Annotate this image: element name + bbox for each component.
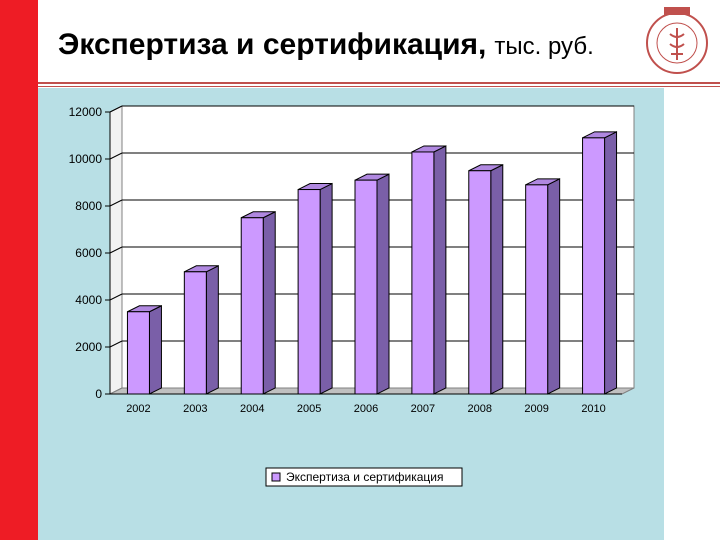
legend-box	[265, 467, 463, 487]
y-tick-label: 12000	[69, 105, 103, 119]
legend-label: Экспертиза и сертификация	[286, 470, 443, 484]
y-tick-label: 6000	[75, 246, 102, 260]
bar	[468, 170, 492, 395]
x-tick-label: 2006	[354, 403, 378, 415]
y-tick-label: 8000	[75, 199, 102, 213]
bar-side	[490, 163, 504, 395]
bar-side	[319, 182, 333, 395]
bar-side	[547, 178, 561, 395]
gridline-diagonal	[109, 105, 123, 113]
slide-title: Экспертиза и сертификация, тыс. руб.	[58, 28, 594, 62]
legend-swatch	[271, 472, 281, 482]
x-tick-label: 2008	[468, 403, 492, 415]
gridline-diagonal	[109, 199, 123, 207]
bar-side	[205, 264, 219, 395]
title-rule-bottom	[38, 86, 720, 87]
x-tick-label: 2010	[581, 403, 605, 415]
bar-side	[604, 131, 618, 395]
gridline-diagonal	[109, 340, 123, 348]
x-tick-label: 2004	[240, 403, 264, 415]
y-tick-label: 4000	[75, 293, 102, 307]
title-rule-top	[38, 82, 720, 84]
slide-title-text: Экспертиза и сертификация,	[58, 28, 487, 61]
bar	[240, 217, 264, 395]
side-accent-bar	[0, 0, 38, 540]
bar	[582, 137, 606, 395]
x-tick-label: 2007	[411, 403, 435, 415]
bar-side	[148, 304, 162, 395]
bar	[297, 189, 321, 395]
x-tick-label: 2009	[524, 403, 548, 415]
gridline-diagonal	[109, 152, 123, 160]
bar-side	[433, 145, 447, 395]
gridline-diagonal	[109, 246, 123, 254]
chamber-of-commerce-emblem-icon	[646, 7, 708, 74]
bar	[183, 271, 207, 395]
bar-chart: 0 2000 4000 6000 8000 10000 12000 2002 2003 2004 2…	[69, 105, 635, 487]
y-tick-label: 10000	[69, 152, 103, 166]
x-tick-label: 2003	[183, 403, 207, 415]
x-tick-label: 2005	[297, 403, 321, 415]
y-tick-label: 2000	[75, 340, 102, 354]
bar	[525, 184, 549, 395]
bar-side	[376, 173, 390, 395]
y-tick-label: 0	[95, 387, 102, 401]
x-tick-label: 2002	[126, 403, 150, 415]
title-area	[38, 0, 720, 82]
gridline-diagonal	[109, 293, 123, 301]
bar	[354, 179, 378, 395]
bar	[411, 151, 435, 395]
slide-title-unit: тыс. руб.	[494, 33, 594, 60]
bar	[126, 311, 150, 395]
bar-side	[262, 210, 276, 395]
